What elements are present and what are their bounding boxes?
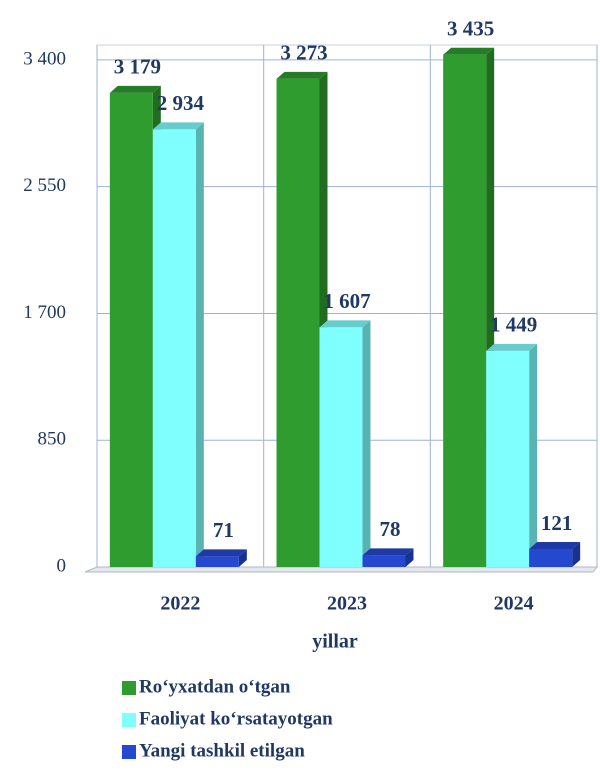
- bar: [276, 78, 320, 567]
- x-tick-label: 2024: [494, 593, 534, 615]
- bar-top: [109, 85, 161, 93]
- data-label: 3 179: [114, 55, 161, 79]
- y-tick-label: 2 550: [23, 175, 66, 196]
- bar-top: [319, 320, 371, 328]
- bar-side: [238, 549, 247, 567]
- bar-top: [443, 47, 495, 55]
- floor: [84, 566, 599, 573]
- bar: [486, 350, 530, 567]
- data-label: 2 934: [157, 91, 205, 115]
- legend-label: Faoliyat ko‘rsatayotgan: [139, 708, 333, 729]
- bar: [319, 327, 363, 567]
- bar-side: [405, 548, 414, 567]
- bar: [109, 92, 153, 568]
- data-label: 1 449: [490, 313, 537, 337]
- bar-side: [195, 122, 204, 567]
- x-tick-label: 2022: [160, 593, 200, 615]
- bar-top: [529, 541, 581, 549]
- data-label: 71: [213, 518, 234, 542]
- data-label: 3 435: [447, 17, 494, 41]
- y-tick-label: 1 700: [23, 302, 66, 323]
- bar: [443, 54, 487, 568]
- bar: [152, 129, 196, 567]
- data-label: 121: [541, 511, 573, 535]
- legend-swatch: [122, 713, 136, 727]
- legend-swatch: [122, 745, 136, 759]
- bar-side: [529, 343, 538, 567]
- legend-swatch: [122, 681, 136, 695]
- x-tick-label: 2023: [327, 593, 367, 615]
- bar-top: [486, 343, 538, 351]
- bar: [529, 548, 573, 567]
- y-tick-label: 850: [38, 429, 67, 450]
- data-label: 78: [380, 517, 401, 541]
- legend-label: Yangi tashkil etilgan: [139, 740, 305, 761]
- bar-top: [195, 549, 247, 557]
- x-axis-label: yillar: [312, 631, 358, 653]
- bar-top: [276, 71, 328, 79]
- bar-top: [362, 548, 414, 556]
- data-label: 1 607: [323, 289, 370, 313]
- bar-side: [362, 320, 371, 567]
- data-label: 3 273: [280, 41, 327, 65]
- y-tick-label: 3 400: [23, 48, 66, 69]
- bar: [362, 555, 406, 567]
- bar: [195, 556, 239, 567]
- bar-side: [572, 541, 581, 567]
- legend-label: Ro‘yxatdan o‘tgan: [139, 676, 291, 697]
- y-tick-label: 0: [57, 555, 67, 576]
- bar-top: [152, 122, 204, 130]
